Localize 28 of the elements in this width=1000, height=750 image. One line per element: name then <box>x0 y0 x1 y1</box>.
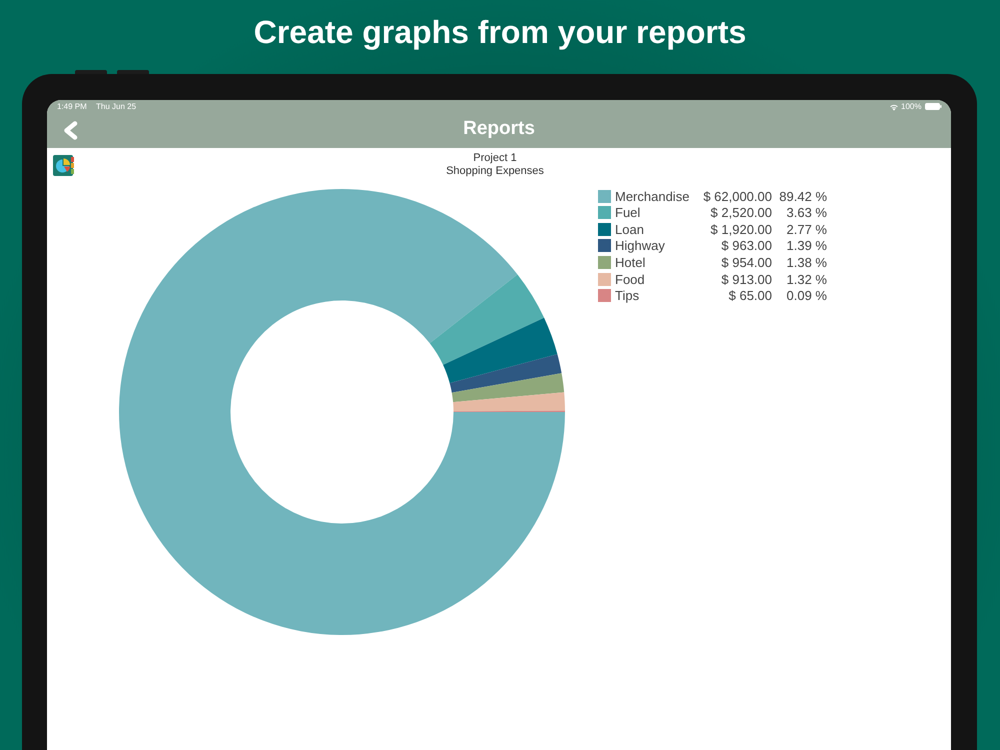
data-label: $ 963.00 <box>720 238 772 254</box>
text: 1.38 % <box>786 254 827 270</box>
legend-label: Hotel <box>615 254 646 270</box>
data-label: $ 62,000.00 <box>702 188 772 204</box>
text: 3.63 % <box>786 205 827 220</box>
legend-label: Loan <box>615 222 645 237</box>
text: 89.42 % <box>778 188 827 204</box>
data-label: $ 1,920.00 <box>710 222 772 237</box>
data-label: $ 913.00 <box>720 272 772 286</box>
legend-label: Food <box>615 272 646 286</box>
text: 100% <box>901 102 922 112</box>
legend-label: Tips <box>615 288 640 304</box>
text: Reports <box>462 117 536 141</box>
chart-subtitle: Shopping Expenses <box>445 165 545 178</box>
legend-label: Highway <box>615 238 666 254</box>
legend-label: Fuel <box>615 205 642 220</box>
legend-label: Merchandise <box>615 188 690 204</box>
data-label: $ 2,520.00 <box>710 205 772 220</box>
data-label: $ 954.00 <box>720 254 772 270</box>
text: Thu Jun 25 <box>96 102 136 112</box>
data-label: $ 65.00 <box>728 288 772 304</box>
text: 1.32 % <box>786 272 827 286</box>
text: 1:49 PM <box>57 102 87 112</box>
text: 0.09 % <box>786 288 827 304</box>
text: 1.39 % <box>786 238 827 254</box>
text: 2.77 % <box>786 222 827 237</box>
text: Create graphs from your reports <box>252 13 748 52</box>
chart-title: Project 1 <box>472 152 518 165</box>
